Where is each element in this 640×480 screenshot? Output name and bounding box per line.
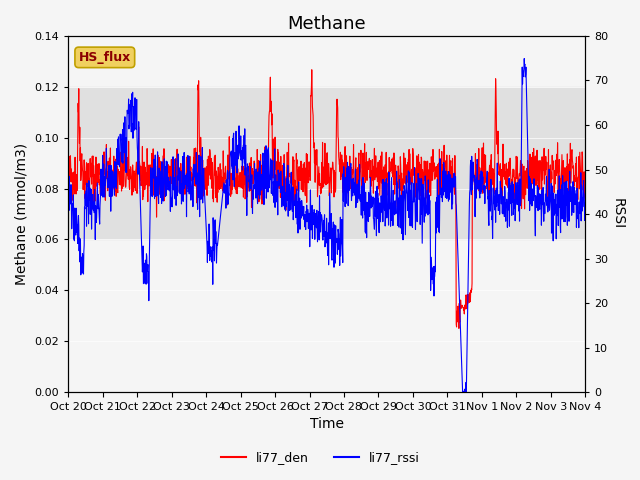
Legend: li77_den, li77_rssi: li77_den, li77_rssi — [216, 446, 424, 469]
Bar — [68, 87, 585, 240]
Title: Methane: Methane — [287, 15, 366, 33]
Y-axis label: Methane (mmol/m3): Methane (mmol/m3) — [15, 143, 29, 285]
Y-axis label: RSSI: RSSI — [611, 198, 625, 229]
X-axis label: Time: Time — [310, 418, 344, 432]
Text: HS_flux: HS_flux — [79, 51, 131, 64]
